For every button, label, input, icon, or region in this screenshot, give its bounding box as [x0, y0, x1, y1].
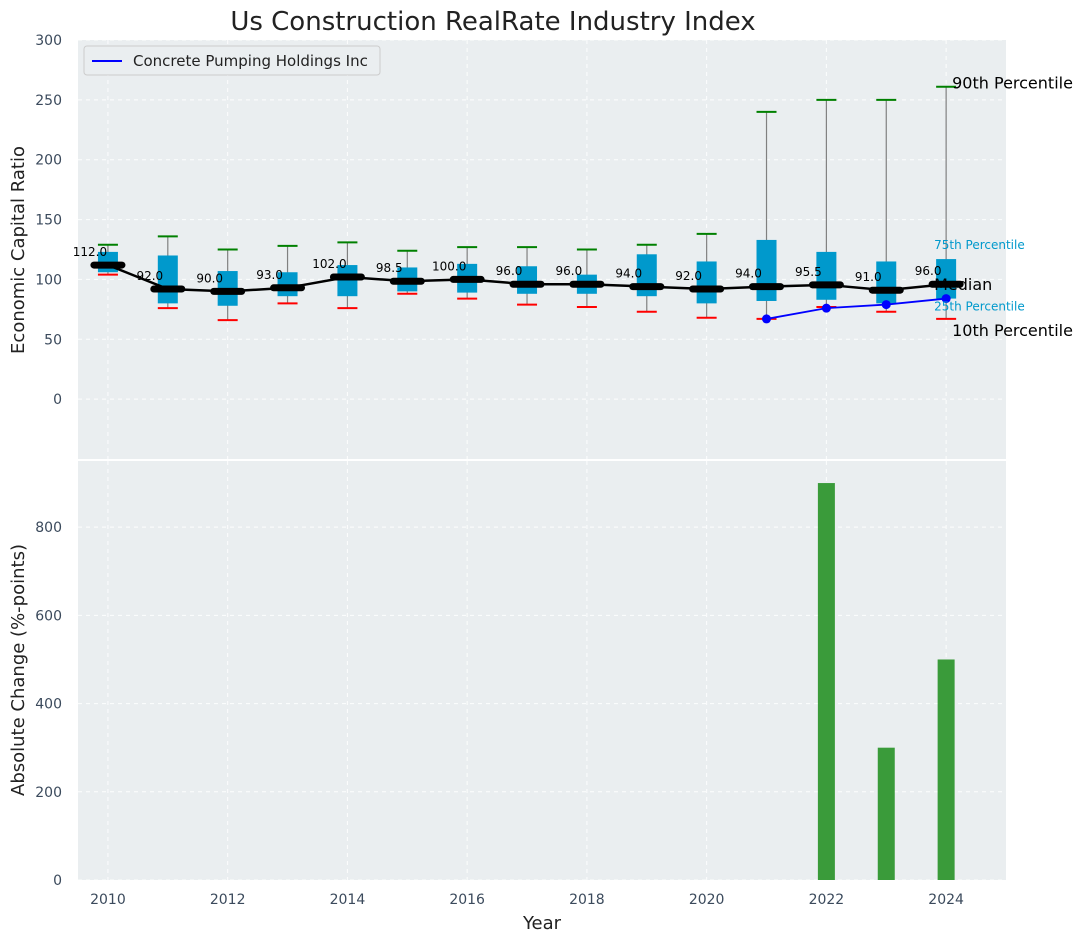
change-bar: [817, 483, 835, 880]
iqr-box: [936, 259, 957, 299]
annotation-p90: 90th Percentile: [952, 74, 1073, 93]
iqr-box: [337, 265, 358, 297]
top-y-tick-label: 200: [35, 153, 62, 169]
annotation-p25: 25th Percentile: [934, 300, 1025, 314]
company-point: [762, 314, 772, 324]
percentile-annotations: 90th Percentile 75th Percentile Median 25th…: [934, 74, 1073, 340]
legend: Concrete Pumping Holdings Inc: [83, 45, 381, 76]
company-point: [941, 294, 951, 304]
x-tick-label: 2012: [210, 892, 246, 908]
median-value-label: 96.0: [496, 264, 523, 278]
x-tick-label: 2010: [90, 892, 126, 908]
top-y-axis-label: Economic Capital Ratio: [8, 146, 29, 354]
median-value-label: 112.0: [73, 245, 107, 259]
x-tick-label: 2016: [449, 892, 485, 908]
top-plot-area: [78, 40, 1006, 459]
median-value-label: 100.0: [432, 259, 466, 273]
company-series-group: [762, 294, 951, 324]
iqr-box: [696, 261, 717, 304]
median-value-label: 102.0: [312, 257, 346, 271]
top-y-tick-label: 50: [44, 332, 62, 348]
legend-box: [83, 45, 381, 76]
median-value-label: 93.0: [256, 268, 283, 282]
bottom-y-axis-label: Absolute Change (%-points): [8, 544, 29, 796]
bottom-y-tick-label: 600: [35, 608, 62, 624]
median-value-label: 98.5: [376, 261, 403, 275]
change-bar: [937, 659, 955, 880]
chart-title: Us Construction RealRate Industry Index: [230, 7, 755, 37]
top-y-tick-label: 0: [53, 392, 62, 408]
x-tick-label: 2018: [569, 892, 605, 908]
bottom-y-tick-label: 0: [53, 873, 62, 889]
annotation-p10: 10th Percentile: [952, 321, 1073, 340]
bottom-plot-area: [78, 461, 1006, 880]
top-y-tick-label: 250: [35, 93, 62, 109]
median-value-label: 91.0: [855, 270, 882, 284]
x-axis-label: Year: [522, 913, 562, 934]
median-value-label: 96.0: [915, 264, 942, 278]
company-point: [881, 300, 891, 310]
bottom-y-ticks: 0 200 400 600 800: [35, 520, 62, 889]
change-bar: [877, 747, 895, 880]
x-tick-label: 2022: [809, 892, 845, 908]
top-y-ticks: 0 50 100 150 200 250 300: [35, 33, 62, 408]
median-value-label: 95.5: [795, 265, 822, 279]
median-value-label: 96.0: [556, 264, 583, 278]
x-tick-label: 2020: [689, 892, 725, 908]
annotation-median: Median: [934, 275, 992, 294]
top-y-tick-label: 100: [35, 272, 62, 288]
median-value-label: 92.0: [675, 269, 702, 283]
annotation-p75: 75th Percentile: [934, 238, 1025, 252]
median-value-label: 94.0: [735, 267, 762, 281]
x-tick-label: 2024: [928, 892, 964, 908]
box-plots: 112.0 92.0 90.0 93.0 102.0 98.5 100.0 96.0 96.0 9…: [73, 85, 964, 322]
median-value-label: 94.0: [615, 267, 642, 281]
bottom-y-tick-label: 200: [35, 785, 62, 801]
company-point: [821, 303, 831, 313]
top-y-tick-label: 300: [35, 33, 62, 49]
company-line: [766, 297, 947, 320]
median-trend-line: [107, 263, 947, 293]
bottom-y-tick-label: 800: [35, 520, 62, 536]
x-ticks: 2010 2012 2014 2016 2018 2020 2022 2024: [90, 892, 964, 908]
x-tick-label: 2014: [330, 892, 366, 908]
top-y-tick-label: 150: [35, 213, 62, 229]
median-value-label: 90.0: [196, 271, 223, 285]
bottom-y-tick-label: 400: [35, 697, 62, 713]
bars-group: [817, 483, 955, 880]
median-line-group: [107, 263, 947, 293]
legend-label: Concrete Pumping Holdings Inc: [133, 52, 368, 70]
